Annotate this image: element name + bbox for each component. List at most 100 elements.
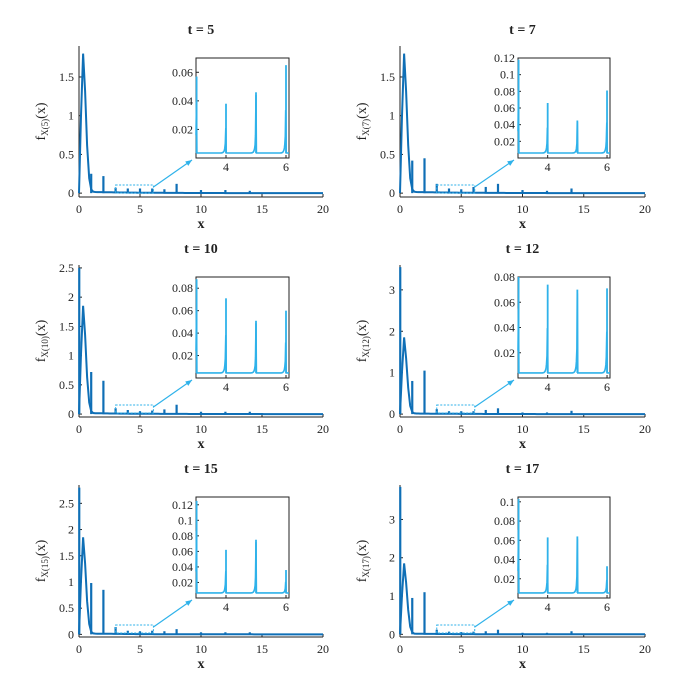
inset-curve xyxy=(195,94,289,154)
inset-curve xyxy=(517,293,610,374)
inset-y-tick-label: 0.06 xyxy=(172,304,193,318)
inset-frame xyxy=(517,57,611,159)
inset-x-tick-label: 6 xyxy=(283,380,289,394)
x-tick-label: 15 xyxy=(578,642,590,656)
inset-x-tick-label: 4 xyxy=(545,600,551,614)
inset-frame xyxy=(195,57,290,159)
x-tick-label: 0 xyxy=(76,422,82,436)
x-tick-label: 5 xyxy=(137,202,143,216)
y-tick-label: 0 xyxy=(68,407,74,421)
inset-y-tick-label: 0.02 xyxy=(172,122,193,136)
y-tick-label: 3 xyxy=(389,283,395,297)
inset-y-tick-label: 0.06 xyxy=(494,101,515,115)
x-tick-label: 0 xyxy=(397,422,403,436)
x-tick-label: 5 xyxy=(137,642,143,656)
x-tick-label: 15 xyxy=(256,202,268,216)
y-axis-label: fX(5)(x) xyxy=(34,102,50,140)
inset-x-tick-label: 6 xyxy=(283,600,289,614)
inset-x-tick-label: 4 xyxy=(545,160,551,174)
y-axis-label: fX(10)(x) xyxy=(34,319,50,362)
inset-chart: 0.02 0.04 0.06 4 6 xyxy=(172,57,290,174)
inset-y-tick-label: 0.02 xyxy=(494,346,515,360)
x-tick-label: 15 xyxy=(256,422,268,436)
x-tick-label: 15 xyxy=(578,422,590,436)
chart-title: t = 10 xyxy=(184,242,218,257)
x-tick-label: 5 xyxy=(458,202,464,216)
y-axis-label: fX(7)(x) xyxy=(355,102,371,140)
zoom-region xyxy=(115,184,154,194)
x-axis-label: x xyxy=(519,437,526,452)
y-axis-label: fX(15)(x) xyxy=(34,539,50,582)
y-tick-label: 1 xyxy=(68,109,74,123)
inset-y-tick-label: 0.04 xyxy=(172,326,193,340)
inset-y-tick-label: 0.1 xyxy=(178,513,193,527)
inset-curve xyxy=(517,90,610,154)
y-axis-label: fX(17)(x) xyxy=(355,539,371,582)
inset-y-tick-label: 0.04 xyxy=(494,553,515,567)
inset-y-tick-label: 0.02 xyxy=(172,349,193,363)
arrow-head xyxy=(185,380,192,386)
y-tick-label: 1 xyxy=(68,575,74,589)
x-tick-label: 20 xyxy=(317,422,329,436)
x-axis-label: x xyxy=(519,657,526,672)
x-tick-label: 5 xyxy=(458,422,464,436)
y-tick-label: 0 xyxy=(389,186,395,200)
zoom-arrow xyxy=(153,159,193,188)
inset-chart: 0.02 0.04 0.06 0.08 4 6 xyxy=(494,270,611,394)
inset-x-tick-label: 6 xyxy=(604,380,610,394)
inset-x-tick-label: 4 xyxy=(223,600,229,614)
zoom-region xyxy=(436,184,476,194)
y-tick-label: 2 xyxy=(389,324,395,338)
inset-chart: 0.02 0.04 0.06 0.08 0.1 0.12 4 6 xyxy=(494,51,611,174)
inset-y-tick-label: 0.08 xyxy=(494,270,515,284)
arrow-head xyxy=(507,380,514,386)
zoom-arrow xyxy=(153,379,193,408)
inset-y-tick-label: 0.02 xyxy=(172,575,193,589)
chart-panel-3: 0 5 10 15 20 0 0.5 1 1.5 2 2.5 t = 10 x fX(10)(x) 0.02… xyxy=(34,242,329,452)
y-tick-label: 0 xyxy=(68,627,74,641)
inset-y-tick-label: 0.04 xyxy=(494,118,515,132)
zoom-region xyxy=(115,624,154,634)
y-tick-label: 1 xyxy=(389,366,395,380)
zoom-region xyxy=(436,624,476,634)
inset-x-tick-label: 6 xyxy=(604,160,610,174)
y-tick-label: 0.5 xyxy=(59,601,74,615)
inset-y-tick-label: 0.06 xyxy=(172,65,193,79)
inset-curve xyxy=(517,529,610,594)
y-tick-label: 1.5 xyxy=(59,549,74,563)
x-tick-label: 0 xyxy=(397,202,403,216)
inset-y-tick-label: 0.06 xyxy=(494,533,515,547)
x-axis-label: x xyxy=(519,217,526,232)
inset-y-tick-label: 0.12 xyxy=(494,51,515,65)
x-tick-label: 10 xyxy=(517,422,529,436)
y-tick-label: 0.5 xyxy=(380,147,395,161)
inset-y-tick-label: 0.04 xyxy=(172,94,193,108)
inset-x-tick-label: 4 xyxy=(223,380,229,394)
y-tick-label: 3 xyxy=(389,512,395,526)
arrow-head xyxy=(185,160,192,166)
zoom-arrow xyxy=(474,379,515,408)
chart-title: t = 7 xyxy=(509,23,536,38)
inset-x-tick-label: 4 xyxy=(545,380,551,394)
x-tick-label: 10 xyxy=(517,642,529,656)
x-tick-label: 0 xyxy=(397,642,403,656)
x-tick-label: 15 xyxy=(256,642,268,656)
inset-y-tick-label: 0.06 xyxy=(494,295,515,309)
x-tick-label: 10 xyxy=(195,642,207,656)
y-tick-label: 1 xyxy=(389,109,395,123)
x-tick-label: 10 xyxy=(195,202,207,216)
arrow-head xyxy=(185,600,192,606)
inset-y-tick-label: 0.1 xyxy=(500,495,515,509)
y-tick-label: 0 xyxy=(389,627,395,641)
x-tick-label: 10 xyxy=(195,422,207,436)
y-tick-label: 1 xyxy=(389,589,395,603)
inset-x-tick-label: 6 xyxy=(283,160,289,174)
inset-y-tick-label: 0.08 xyxy=(172,529,193,543)
zoom-arrow xyxy=(474,599,515,628)
inset-y-tick-label: 0.04 xyxy=(494,321,515,335)
inset-frame xyxy=(517,276,611,379)
x-tick-label: 5 xyxy=(137,422,143,436)
inset-x-tick-label: 4 xyxy=(223,160,229,174)
inset-chart: 0.02 0.04 0.06 0.08 4 6 xyxy=(172,276,290,394)
